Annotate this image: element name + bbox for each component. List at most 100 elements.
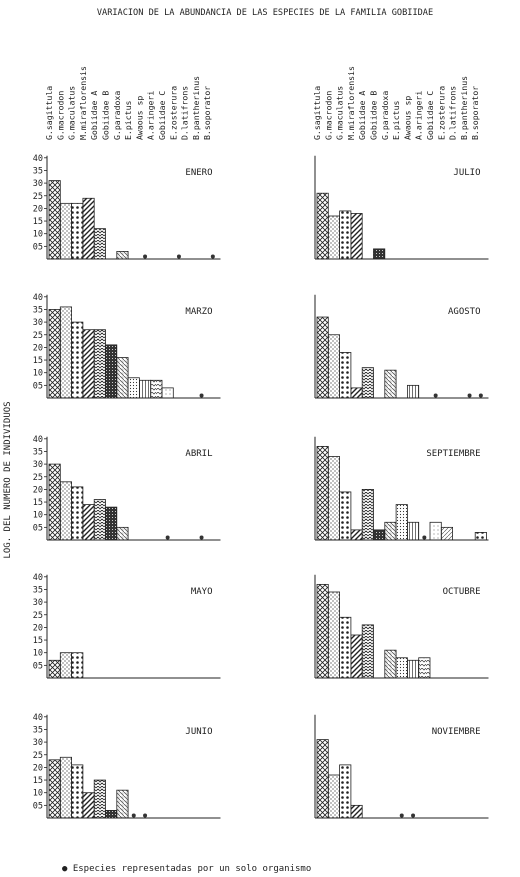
bar-g-paradoxa [116, 526, 129, 541]
bar-g-macrodon [59, 652, 72, 679]
bar-awaous-sp [406, 659, 420, 679]
species-label: G.paradoxa [112, 91, 122, 140]
month-title: JULIO [453, 168, 480, 178]
species-label: B.pantherinus [459, 76, 469, 140]
bar-g-macrodon [327, 456, 340, 541]
single-organism-dot [199, 535, 204, 540]
y-tick-label: 15 [33, 217, 43, 227]
y-tick-label: 30 [33, 460, 43, 470]
species-label: Gobiidae C [157, 91, 167, 140]
bar-g-sagittula [48, 180, 61, 260]
species-label: D.latifrons [180, 86, 190, 140]
y-tick-label: 15 [33, 776, 43, 786]
single-organism-dot [131, 813, 136, 818]
bar-b-soporator [474, 532, 487, 541]
y-tick-label: 40 [33, 293, 43, 303]
bar-g-maculatus [339, 352, 352, 399]
bar-g-paradoxa [116, 251, 129, 260]
species-labels-right: G.sagittula G.macrodon G.maculatus M.mirafl… [312, 66, 480, 140]
bar-g-sagittula [316, 445, 329, 541]
y-tick-label: 15 [33, 636, 43, 646]
species-label: G.maculatus [335, 86, 345, 140]
bar-g-sagittula [316, 316, 329, 399]
species-label: Gobiidae A [357, 91, 367, 140]
y-tick-label: 05 [33, 801, 43, 811]
bar-g-sagittula [316, 739, 329, 819]
panel-julio: JULIO [314, 155, 489, 260]
single-organism-dot [467, 393, 472, 398]
species-label: Gobiidae B [101, 91, 111, 140]
bar-g-paradoxa [384, 521, 397, 541]
panel-mayo: 40 35 30 25 20 15 10 05 MAYO [33, 573, 221, 679]
y-tick-label: 25 [33, 611, 43, 621]
species-label: Awaous sp [134, 96, 144, 140]
bar-g-maculatus [339, 616, 352, 679]
y-tick-label: 40 [33, 573, 43, 583]
single-organism-dot [399, 813, 404, 818]
species-label: G.sagittula [312, 86, 322, 140]
bar-a-aringeri [418, 657, 431, 679]
single-organism-dot [176, 254, 181, 259]
single-organism-dot [143, 813, 148, 818]
y-tick-label: 40 [33, 435, 43, 445]
species-label: M.miraflorensis [346, 66, 356, 140]
y-tick-label: 35 [33, 305, 43, 315]
bar-gobiidae-a [361, 488, 374, 541]
bar-g-sagittula [48, 659, 61, 679]
bar-g-macrodon [327, 215, 340, 260]
species-label: Gobiidae A [89, 91, 99, 140]
bar-g-maculatus [339, 764, 352, 819]
y-tick-label: 35 [33, 447, 43, 457]
bar-g-macrodon [59, 306, 72, 399]
panel-junio: 40 35 30 25 20 15 10 05 JUNIO [33, 713, 221, 819]
species-label: E.zosterura [436, 86, 446, 140]
bar-m-miraflorensis [350, 529, 363, 541]
bar-gobiidae-a [93, 779, 106, 819]
y-tick-label: 25 [33, 473, 43, 483]
bar-g-macrodon [327, 334, 340, 399]
y-tick-label: 25 [33, 192, 43, 202]
single-organism-dot [411, 813, 416, 818]
figure-title: VARIACION DE LA ABUNDANCIA DE LAS ESPECI… [97, 8, 433, 18]
panel-marzo: 40 35 30 25 20 15 10 05 MARZO [33, 293, 221, 399]
y-axis-label: LOG. DEL NUMERO DE INDIVIDUOS [3, 401, 13, 558]
bar-g-maculatus [71, 764, 84, 819]
month-title: OCTUBRE [443, 587, 481, 597]
single-organism-dot [422, 535, 427, 540]
month-title: JUNIO [185, 727, 212, 737]
y-tick-label: 10 [33, 230, 43, 240]
bar-g-paradoxa [116, 357, 129, 399]
bar-g-macrodon [59, 756, 72, 819]
bar-m-miraflorensis [350, 387, 363, 399]
bar-m-miraflorensis [82, 329, 95, 399]
bar-g-maculatus [71, 486, 84, 541]
y-tick-label: 20 [33, 623, 43, 633]
bar-m-miraflorensis [350, 634, 363, 679]
bar-m-miraflorensis [82, 792, 95, 819]
bar-g-maculatus [339, 210, 352, 260]
species-label: A.aringeri [146, 91, 156, 140]
bar-gobiidae-a [93, 499, 106, 541]
month-title: MARZO [185, 307, 212, 317]
y-tick-label: 40 [33, 154, 43, 164]
chart-panels: 40 35 30 25 20 15 10 05 ENERO JULIO 40 35 30 25 20 15 10… [33, 154, 489, 819]
bar-gobiidae-a [361, 367, 374, 399]
y-tick-label: 20 [33, 204, 43, 214]
y-tick-label: 30 [33, 179, 43, 189]
y-tick-label: 05 [33, 242, 43, 252]
single-organism-dot [210, 254, 215, 259]
species-label: E.zosterura [168, 86, 178, 140]
bar-m-miraflorensis [350, 213, 363, 260]
single-organism-dot [165, 535, 170, 540]
panel-septiembre: SEPTIEMBRE [314, 436, 489, 541]
bar-g-macrodon [59, 202, 72, 260]
bar-gobiidae-c [429, 521, 442, 541]
panel-octubre: OCTUBRE [314, 574, 489, 679]
bar-g-sagittula [48, 463, 61, 541]
species-label: D.latifrons [448, 86, 458, 140]
species-label: M.miraflorensis [78, 66, 88, 140]
single-organism-dot [478, 393, 483, 398]
bar-awaous-sp [138, 379, 152, 399]
footnote: ● Especies representadas por un solo org… [62, 864, 311, 874]
